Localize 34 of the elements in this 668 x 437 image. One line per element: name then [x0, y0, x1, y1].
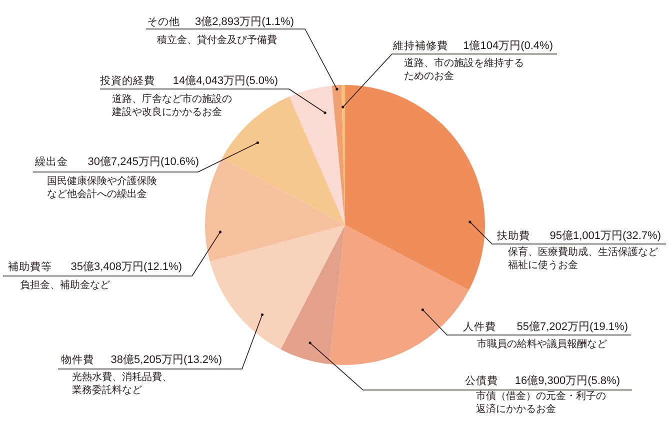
text: 負担金、補助金など	[20, 279, 110, 291]
data-label: 30億7,245万円(10.6%)	[88, 155, 199, 168]
slice-label: 扶助費	[496, 229, 530, 242]
slice-label: 公債費	[465, 374, 498, 387]
data-label: 35億3,408万円(12.1%)	[70, 260, 182, 273]
data-label: 55億7,202万円(19.1%)	[516, 320, 628, 333]
data-label: 14億4,043万円(5.0%)	[172, 74, 278, 87]
pie-slice	[205, 158, 345, 262]
slice-label: 繰出金	[34, 155, 68, 168]
text: 市職員の給料や議員報酬など	[477, 338, 607, 350]
pie-slice	[332, 85, 345, 225]
data-label: 16億9,300万円(5.8%)	[514, 374, 620, 387]
pie-slice	[210, 225, 345, 350]
slice-label: 維持補修費	[392, 39, 448, 52]
text: 積立金、貸付金及び予備費	[157, 34, 277, 46]
data-label: 1億104万円(0.4%)	[463, 39, 553, 52]
text: 国民健康保険や介護保険など他会計への繰出金	[47, 175, 157, 200]
slice-label: 人件費	[463, 320, 496, 333]
data-label: 95億1,001万円(32.7%)	[550, 229, 661, 242]
text: 市債（借金）の元金・利子の返済にかかるお金	[476, 390, 606, 415]
data-label: 3億2,893万円(1.1%)	[194, 15, 294, 28]
slice-label: 物件費	[61, 353, 94, 366]
data-label: 38億5,205万円(13.2%)	[110, 353, 222, 366]
text: 道路、庁舎など市の施設の建設や改良にかかるお金	[111, 93, 232, 118]
pie-slice	[280, 225, 345, 364]
pie-slice	[345, 85, 485, 290]
pie-slice	[289, 86, 345, 225]
pie-slice	[222, 96, 345, 225]
slice-label: 投資的経費	[99, 74, 155, 87]
text: 光熱水費、消耗品費、業務委託料など	[72, 371, 172, 396]
slice-label: その他	[147, 16, 180, 28]
text: 道路、市の施設を維持するためのお金	[404, 57, 524, 82]
slice-label: 補助費等	[8, 260, 52, 273]
text: 保育、医療費助成、生活保護など福祉に使うお金	[508, 246, 658, 271]
